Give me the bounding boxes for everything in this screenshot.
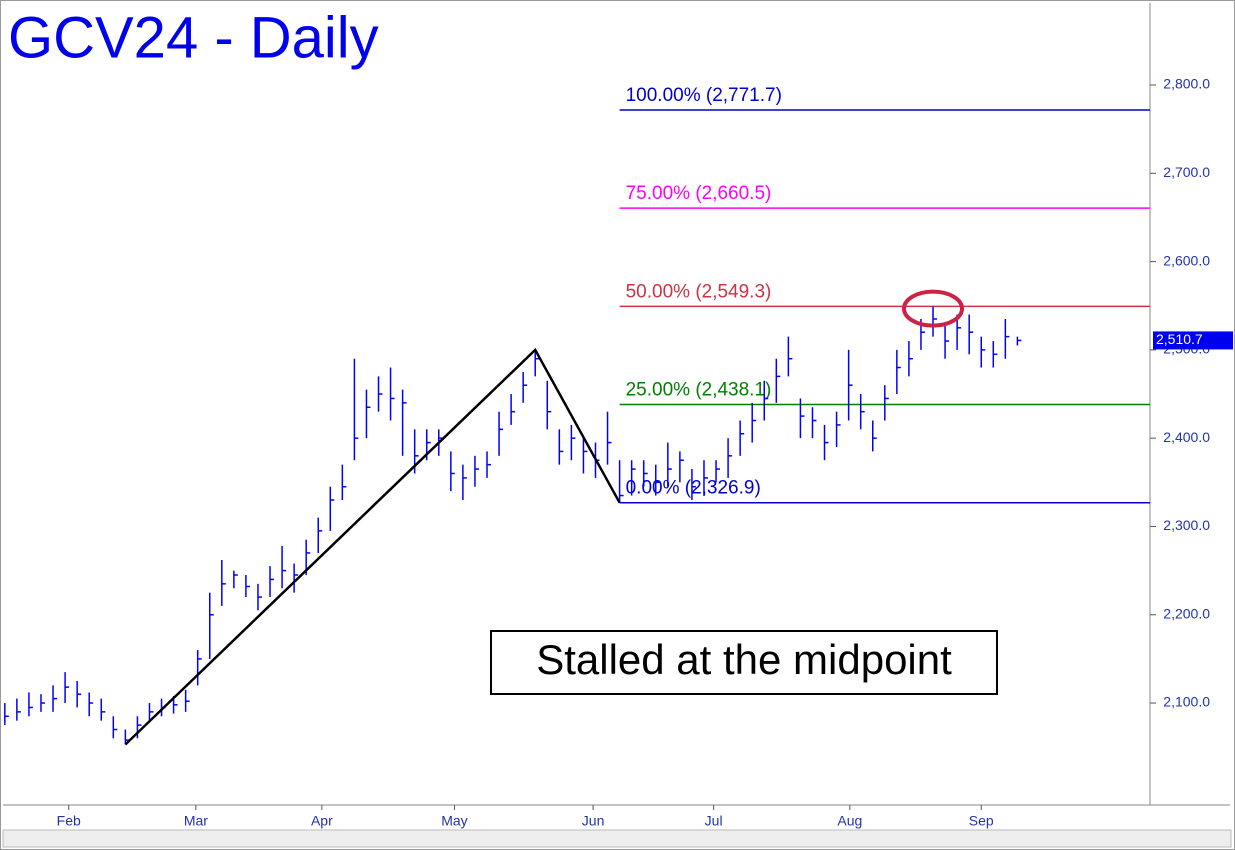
y-tick-label: 2,200.0 bbox=[1163, 605, 1210, 621]
y-tick-label: 2,400.0 bbox=[1163, 429, 1210, 445]
y-tick-label: 2,600.0 bbox=[1163, 252, 1210, 268]
last-price-box bbox=[1153, 331, 1233, 350]
fib-label: 25.00% (2,438.1) bbox=[626, 380, 772, 401]
fib-label: 100.00% (2,771.7) bbox=[626, 85, 782, 106]
fib-label: 0.00% (2,326.9) bbox=[626, 478, 761, 499]
scrollbar[interactable] bbox=[2, 829, 1232, 848]
annotation: Stalled at the midpoint bbox=[536, 636, 952, 683]
x-tick-label: Jul bbox=[705, 813, 723, 829]
chart-title: GCV24 - Daily bbox=[8, 5, 379, 70]
x-tick-label: May bbox=[441, 813, 467, 829]
highlight-circle bbox=[902, 289, 965, 328]
x-tick-label: Feb bbox=[57, 813, 81, 829]
annotation-box bbox=[490, 630, 998, 695]
y-tick-label: 2,300.0 bbox=[1163, 517, 1210, 533]
last-price-label: 2,510.7 bbox=[1156, 331, 1203, 347]
fib-label: 50.00% (2,549.3) bbox=[626, 281, 772, 302]
y-tick-label: 2,800.0 bbox=[1163, 76, 1210, 92]
x-tick-label: Aug bbox=[837, 813, 862, 829]
x-tick-label: Jun bbox=[582, 813, 605, 829]
x-tick-label: Sep bbox=[969, 813, 994, 829]
fib-label: 75.00% (2,660.5) bbox=[626, 183, 772, 204]
y-tick-label: 2,700.0 bbox=[1163, 164, 1210, 180]
x-tick-label: Mar bbox=[184, 813, 208, 829]
zigzag-line bbox=[124, 347, 621, 746]
x-tick-label: Apr bbox=[311, 813, 333, 829]
y-tick-label: 2,100.0 bbox=[1163, 694, 1210, 710]
